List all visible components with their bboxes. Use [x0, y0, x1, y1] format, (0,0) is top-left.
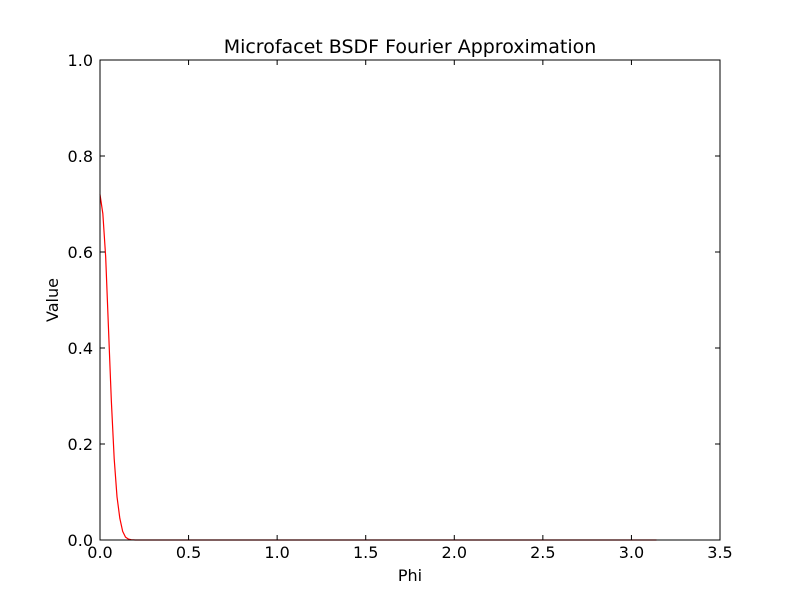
- y-tick-label: 0.4: [68, 339, 93, 358]
- x-tick-label: 2.5: [530, 543, 555, 562]
- x-tick-label: 1.5: [353, 543, 378, 562]
- x-tick-label: 0.0: [87, 543, 112, 562]
- y-axis-label: Value: [43, 278, 62, 322]
- y-tick-label: 0.0: [68, 531, 93, 550]
- y-tick-label: 0.8: [68, 147, 93, 166]
- x-tick-label: 0.5: [176, 543, 201, 562]
- x-axis-label: Phi: [398, 566, 422, 585]
- x-tick-label: 3.5: [707, 543, 732, 562]
- plot-area: [100, 60, 720, 540]
- x-tick-label: 2.0: [442, 543, 467, 562]
- y-tick-label: 0.2: [68, 435, 93, 454]
- plot-frame: [99, 59, 721, 541]
- y-tick-label: 0.6: [68, 243, 93, 262]
- y-tick-label: 1.0: [68, 51, 93, 70]
- axis-ticks: 0.0 0.5 1.0 1.5 2.0 2.5 3.0 3.5 0.0 0.2 0.4 0.6 0.8 1…: [68, 51, 733, 562]
- chart-title: Microfacet BSDF Fourier Approximation: [224, 36, 597, 58]
- x-tick-label: 3.0: [619, 543, 644, 562]
- x-tick-label: 1.0: [264, 543, 289, 562]
